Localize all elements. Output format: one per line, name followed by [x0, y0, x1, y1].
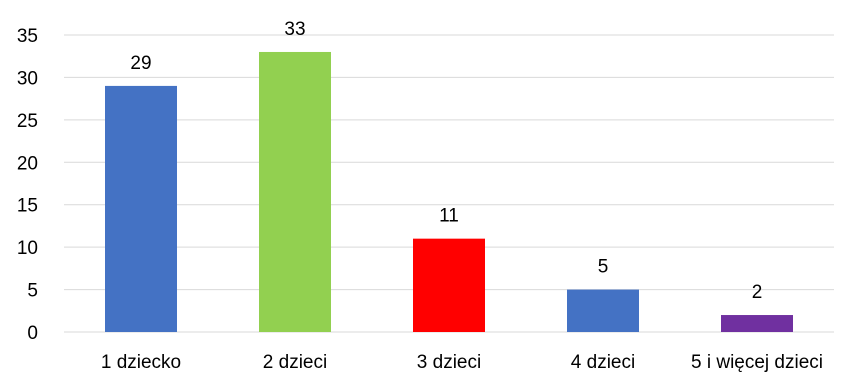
- data-label: 33: [284, 19, 305, 40]
- y-tick-label: 5: [27, 281, 38, 302]
- y-axis-ticks: 0 5 10 15 20 25 30 35: [17, 26, 38, 344]
- y-tick-label: 10: [17, 238, 38, 259]
- bar-2: [259, 51, 331, 332]
- y-tick-label: 35: [17, 26, 38, 47]
- bar-3: [413, 238, 485, 332]
- bar-1: [105, 85, 177, 333]
- x-tick-label: 1 dziecko: [101, 352, 181, 373]
- bar-4: [567, 289, 639, 332]
- y-tick-label: 20: [17, 153, 38, 174]
- x-axis-ticks: 1 dziecko 2 dzieci 3 dzieci 4 dzieci 5 i wię…: [101, 352, 823, 373]
- y-tick-label: 25: [17, 111, 38, 132]
- y-tick-label: 0: [27, 323, 38, 344]
- y-tick-label: 30: [17, 68, 38, 89]
- data-label: 2: [752, 282, 763, 303]
- x-tick-label: 4 dzieci: [571, 352, 635, 373]
- bar-5: [721, 315, 793, 332]
- x-tick-label: 3 dzieci: [417, 352, 481, 373]
- data-label: 5: [598, 257, 609, 278]
- data-label: 11: [439, 206, 459, 227]
- y-tick-label: 15: [17, 196, 38, 217]
- bars: [105, 51, 793, 333]
- x-tick-label: 2 dzieci: [263, 352, 327, 373]
- data-labels: 29 33 11 5 2: [130, 19, 762, 303]
- x-tick-label: 5 i więcej dzieci: [691, 352, 823, 373]
- data-label: 29: [130, 53, 151, 74]
